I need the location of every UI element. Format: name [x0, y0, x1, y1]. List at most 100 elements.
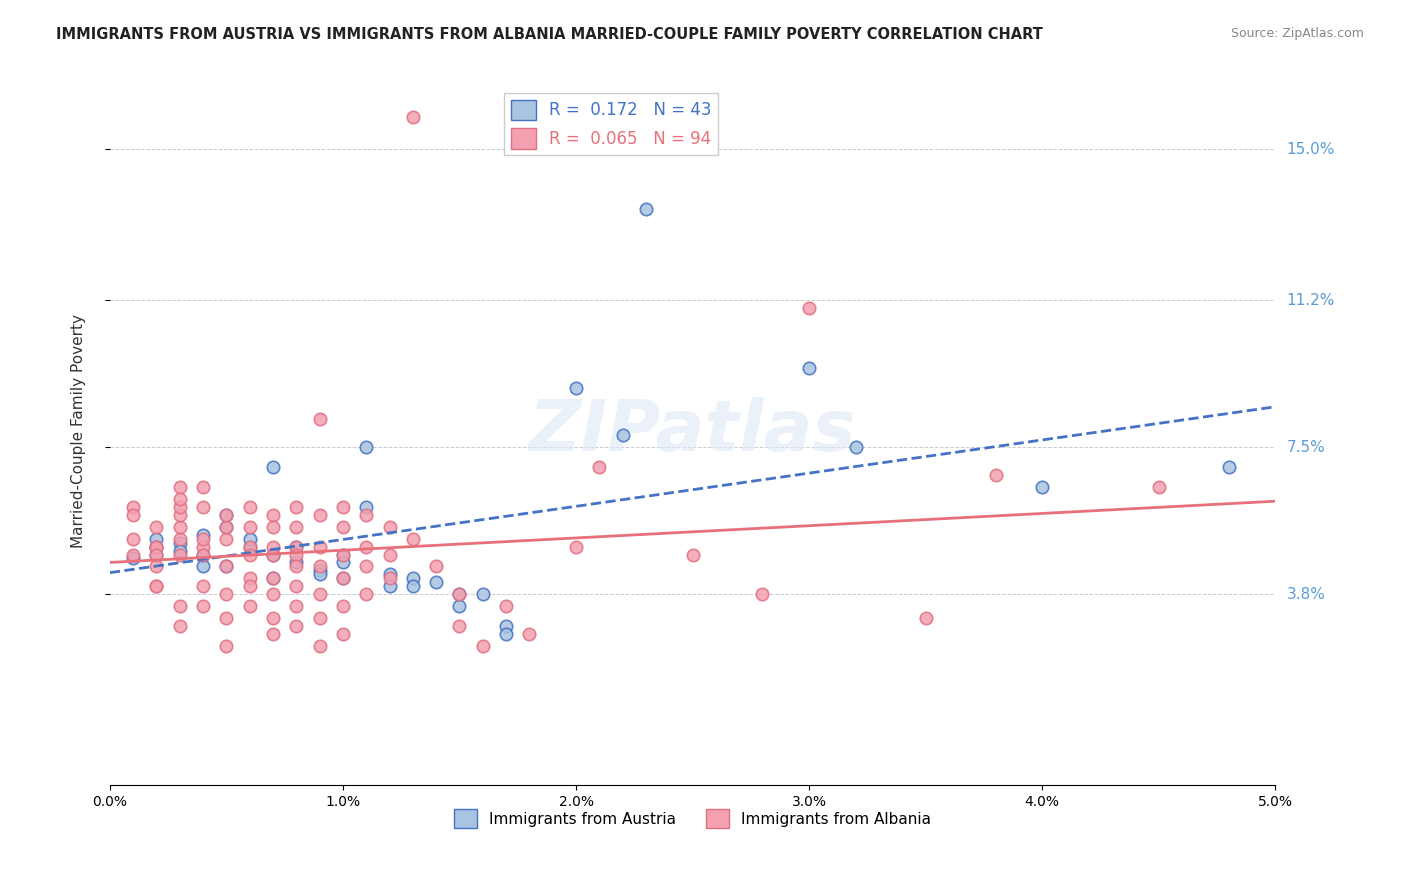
Point	[169, 599, 191, 614]
Legend: Immigrants from Austria, Immigrants from Albania: Immigrants from Austria, Immigrants from…	[447, 803, 938, 834]
Point	[215, 532, 238, 546]
Point	[122, 500, 145, 514]
Point	[354, 559, 377, 574]
Point	[145, 540, 167, 554]
Point	[449, 599, 471, 614]
Point	[239, 599, 262, 614]
Point	[285, 540, 308, 554]
Point	[145, 548, 167, 562]
Text: 3.8%: 3.8%	[1286, 587, 1326, 602]
Point	[169, 619, 191, 633]
Point	[308, 639, 330, 653]
Point	[634, 202, 657, 216]
Point	[984, 468, 1007, 483]
Point	[1031, 480, 1053, 494]
Point	[239, 579, 262, 593]
Point	[262, 548, 284, 562]
Point	[239, 548, 262, 562]
Point	[402, 532, 425, 546]
Point	[332, 500, 354, 514]
Point	[169, 532, 191, 546]
Point	[145, 559, 167, 574]
Point	[145, 548, 167, 562]
Point	[308, 540, 330, 554]
Point	[332, 599, 354, 614]
Point	[122, 551, 145, 566]
Point	[262, 519, 284, 533]
Point	[588, 460, 610, 475]
Point	[215, 519, 238, 533]
Point	[1218, 460, 1240, 475]
Point	[378, 548, 401, 562]
Point	[285, 519, 308, 533]
Point	[122, 532, 145, 546]
Point	[191, 500, 214, 514]
Point	[449, 619, 471, 633]
Point	[215, 508, 238, 522]
Point	[308, 563, 330, 577]
Point	[354, 440, 377, 454]
Point	[262, 508, 284, 522]
Point	[215, 639, 238, 653]
Point	[495, 619, 517, 633]
Point	[565, 380, 588, 394]
Point	[262, 587, 284, 601]
Point	[332, 548, 354, 562]
Point	[1147, 480, 1170, 494]
Point	[262, 548, 284, 562]
Point	[797, 360, 820, 375]
Point	[239, 500, 262, 514]
Point	[169, 535, 191, 549]
Point	[402, 110, 425, 124]
Point	[425, 559, 447, 574]
Point	[354, 508, 377, 522]
Point	[285, 619, 308, 633]
Point	[797, 301, 820, 315]
Point	[425, 575, 447, 590]
Point	[285, 540, 308, 554]
Point	[191, 579, 214, 593]
Point	[262, 611, 284, 625]
Point	[191, 548, 214, 562]
Point	[262, 571, 284, 585]
Point	[332, 519, 354, 533]
Point	[169, 543, 191, 558]
Point	[145, 540, 167, 554]
Point	[169, 500, 191, 514]
Point	[145, 579, 167, 593]
Point	[354, 587, 377, 601]
Point	[122, 548, 145, 562]
Point	[239, 540, 262, 554]
Point	[215, 519, 238, 533]
Text: Source: ZipAtlas.com: Source: ZipAtlas.com	[1230, 27, 1364, 40]
Point	[262, 460, 284, 475]
Point	[145, 519, 167, 533]
Point	[308, 412, 330, 426]
Text: IMMIGRANTS FROM AUSTRIA VS IMMIGRANTS FROM ALBANIA MARRIED-COUPLE FAMILY POVERTY: IMMIGRANTS FROM AUSTRIA VS IMMIGRANTS FR…	[56, 27, 1043, 42]
Point	[239, 571, 262, 585]
Point	[308, 567, 330, 582]
Point	[191, 540, 214, 554]
Point	[262, 627, 284, 641]
Point	[169, 519, 191, 533]
Point	[378, 519, 401, 533]
Text: ZIPatlas: ZIPatlas	[529, 397, 856, 466]
Point	[191, 527, 214, 541]
Point	[191, 548, 214, 562]
Point	[308, 508, 330, 522]
Point	[145, 579, 167, 593]
Point	[308, 611, 330, 625]
Point	[215, 508, 238, 522]
Point	[215, 559, 238, 574]
Point	[751, 587, 773, 601]
Point	[332, 571, 354, 585]
Point	[285, 548, 308, 562]
Point	[215, 559, 238, 574]
Point	[378, 571, 401, 585]
Point	[308, 587, 330, 601]
Point	[332, 556, 354, 570]
Point	[682, 548, 704, 562]
Point	[914, 611, 936, 625]
Point	[239, 540, 262, 554]
Point	[239, 519, 262, 533]
